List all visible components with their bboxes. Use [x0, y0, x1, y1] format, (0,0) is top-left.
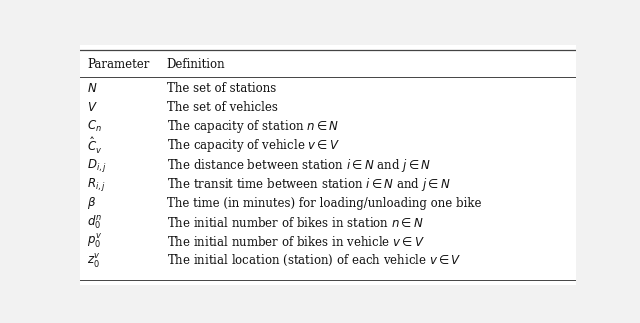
- Text: $C_n$: $C_n$: [88, 119, 102, 134]
- Text: The initial number of bikes in vehicle $v \in V$: The initial number of bikes in vehicle $…: [167, 235, 425, 249]
- Text: The initial number of bikes in station $n \in N$: The initial number of bikes in station $…: [167, 215, 424, 230]
- Text: The time (in minutes) for loading/unloading one bike: The time (in minutes) for loading/unload…: [167, 197, 481, 210]
- Text: $R_{i,j}$: $R_{i,j}$: [88, 176, 106, 193]
- Text: Definition: Definition: [167, 58, 225, 71]
- Text: $p_0^v$: $p_0^v$: [88, 233, 102, 250]
- Text: $z_0^v$: $z_0^v$: [88, 252, 101, 270]
- Text: Parameter: Parameter: [88, 58, 150, 71]
- Text: $d_0^n$: $d_0^n$: [88, 214, 102, 231]
- Text: $V$: $V$: [88, 101, 98, 114]
- Text: The transit time between station $i \in N$ and $j \in N$: The transit time between station $i \in …: [167, 176, 451, 193]
- Text: The initial location (station) of each vehicle $v \in V$: The initial location (station) of each v…: [167, 253, 461, 268]
- Text: $N$: $N$: [88, 82, 98, 95]
- Text: $\hat{C}_v$: $\hat{C}_v$: [88, 136, 103, 156]
- Text: $D_{i,j}$: $D_{i,j}$: [88, 157, 108, 173]
- Text: The capacity of vehicle $v \in V$: The capacity of vehicle $v \in V$: [167, 138, 340, 154]
- Text: The set of stations: The set of stations: [167, 82, 276, 95]
- FancyBboxPatch shape: [80, 45, 576, 285]
- Text: The capacity of station $n \in N$: The capacity of station $n \in N$: [167, 118, 339, 135]
- Text: The set of vehicles: The set of vehicles: [167, 101, 278, 114]
- Text: $\beta$: $\beta$: [88, 195, 97, 212]
- Text: The distance between station $i \in N$ and $j \in N$: The distance between station $i \in N$ a…: [167, 157, 431, 173]
